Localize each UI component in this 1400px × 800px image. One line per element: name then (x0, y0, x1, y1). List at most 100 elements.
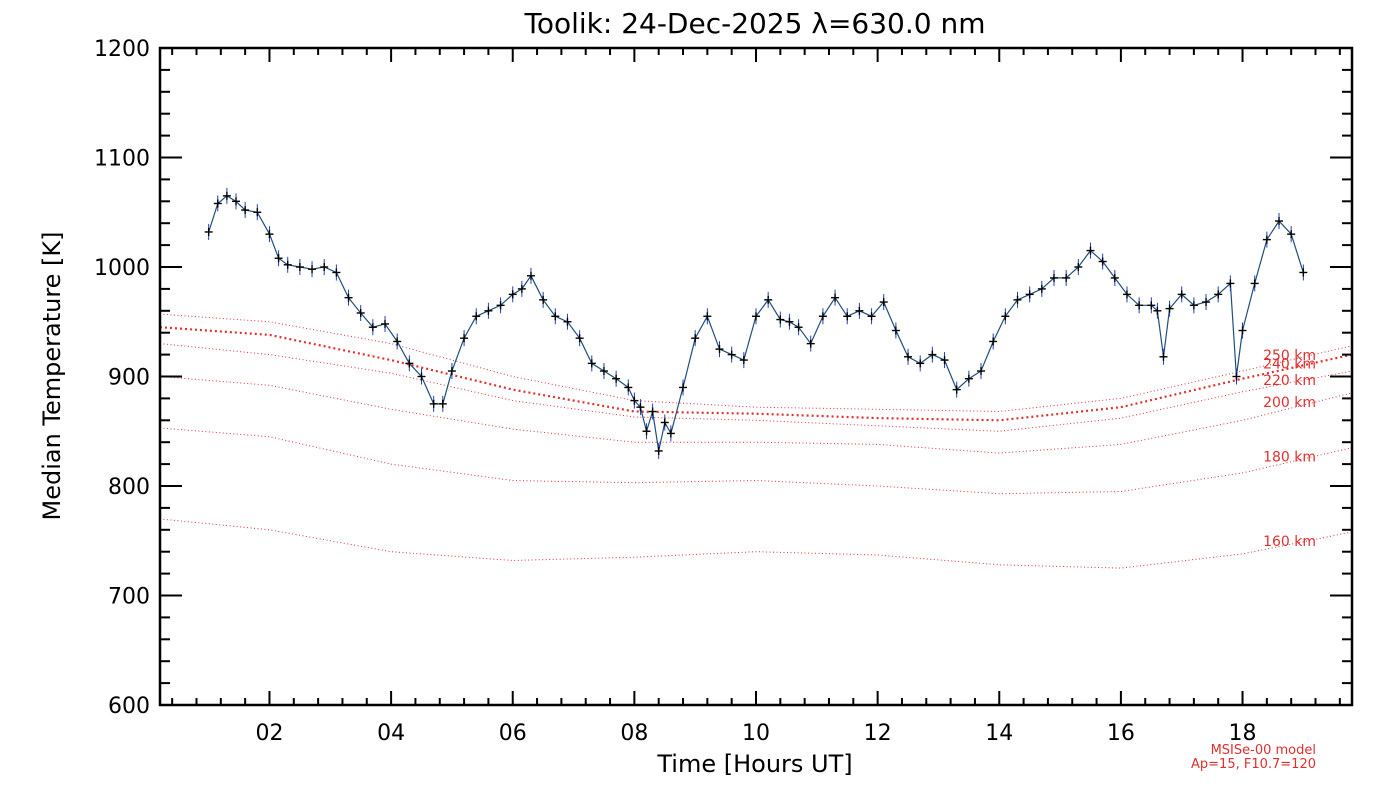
data-point (1153, 302, 1162, 319)
data-point (727, 346, 736, 363)
data-point (344, 289, 353, 306)
data-point (764, 291, 773, 308)
data-point (320, 259, 329, 275)
data-point (794, 319, 803, 336)
data-point (526, 267, 535, 284)
data-point (1262, 231, 1271, 248)
data-point (855, 302, 864, 319)
data-point (253, 204, 262, 221)
data-point (472, 308, 481, 325)
data-series-layer (204, 187, 1308, 459)
data-point (691, 330, 700, 347)
data-point (1062, 269, 1071, 286)
data-point (1086, 242, 1095, 259)
data-point (964, 370, 973, 387)
data-point (417, 368, 426, 385)
data-point (381, 315, 390, 332)
data-point (648, 403, 657, 420)
model-label-240-km: 240 km (1263, 357, 1316, 373)
data-point (213, 195, 222, 212)
data-point (460, 330, 469, 347)
x-tick-label: 02 (255, 721, 283, 746)
data-point (308, 261, 317, 278)
data-point (977, 363, 986, 380)
model-params: Ap=15, F10.7=120 (1191, 757, 1316, 772)
data-point (1122, 286, 1131, 303)
data-point (785, 313, 794, 330)
data-point (612, 370, 621, 387)
y-tick-label: 1100 (94, 147, 150, 172)
model-label-160-km: 160 km (1263, 534, 1316, 550)
data-point (496, 297, 505, 314)
data-point (368, 319, 377, 336)
data-point (1299, 264, 1308, 281)
data-point (484, 302, 493, 319)
data-point (232, 193, 241, 210)
data-point (438, 395, 447, 412)
y-axis-label: Median Temperature [K] (38, 231, 66, 520)
data-point (1250, 275, 1259, 292)
data-point (1226, 275, 1235, 292)
data-point (1135, 297, 1144, 314)
y-tick-label: 800 (108, 475, 150, 500)
data-point (660, 414, 669, 431)
data-point (563, 313, 572, 330)
data-point (642, 423, 651, 440)
y-tick-label: 1000 (94, 256, 150, 281)
data-point (654, 442, 663, 459)
y-tick-label: 900 (108, 366, 150, 391)
data-point (332, 264, 341, 281)
data-point (283, 256, 292, 273)
data-point (599, 363, 608, 380)
data-point (636, 399, 645, 416)
data-point (952, 381, 961, 398)
axes-layer: 02 04 06 08 10 12 14 16 18 600 700 800 900 1000 1100 12… (94, 37, 1354, 746)
data-point (447, 363, 456, 380)
model-label-200-km: 200 km (1263, 395, 1316, 411)
data-point (1074, 259, 1083, 275)
data-point (274, 250, 283, 267)
model-label: MSISe-00 model (1211, 743, 1316, 758)
model-curve-220-km (159, 343, 1353, 432)
data-point (1275, 213, 1284, 230)
data-point (703, 308, 712, 325)
x-tick-label: 16 (1107, 721, 1135, 746)
data-point (806, 335, 815, 352)
model-label-180-km: 180 km (1263, 450, 1316, 466)
temperature-series-line (208, 195, 1304, 452)
data-point (1147, 297, 1156, 314)
data-point (1165, 300, 1174, 317)
model-curve-160-km (159, 518, 1353, 569)
data-point (1001, 308, 1010, 325)
data-point (1013, 291, 1022, 308)
plot-frame (158, 46, 1354, 707)
model-curve-240-km (159, 326, 1353, 422)
data-point (818, 308, 827, 325)
data-point (393, 333, 402, 350)
model-curve-200-km (159, 376, 1353, 454)
data-point (1238, 322, 1247, 339)
data-point (1214, 286, 1223, 303)
data-point (508, 286, 517, 303)
data-point (831, 289, 840, 306)
data-point (666, 425, 675, 442)
data-point (241, 202, 250, 219)
data-point (1159, 348, 1168, 365)
data-point (356, 304, 365, 321)
data-point (1232, 368, 1241, 385)
data-point (891, 322, 900, 339)
data-point (265, 226, 274, 243)
data-point (1202, 294, 1211, 311)
data-point (575, 330, 584, 347)
x-tick-label: 12 (864, 721, 892, 746)
data-point (624, 379, 633, 396)
data-point (752, 308, 760, 325)
y-tick-label: 600 (108, 694, 150, 719)
y-tick-label: 1200 (94, 37, 150, 62)
data-point (1189, 297, 1198, 314)
data-point (405, 355, 414, 372)
data-point (587, 355, 596, 372)
data-point (1110, 269, 1119, 286)
x-tick-label: 10 (742, 721, 770, 746)
